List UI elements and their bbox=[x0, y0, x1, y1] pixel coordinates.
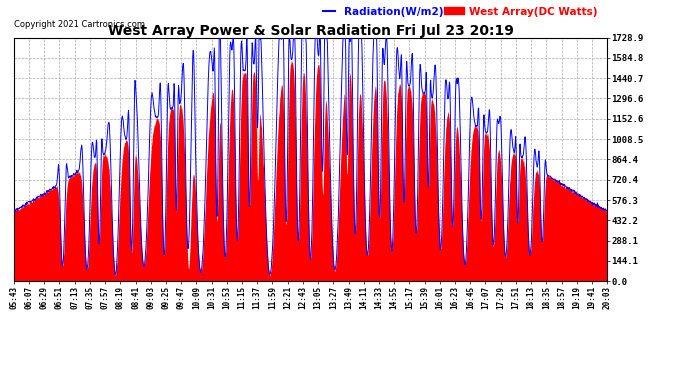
Title: West Array Power & Solar Radiation Fri Jul 23 20:19: West Array Power & Solar Radiation Fri J… bbox=[108, 24, 513, 38]
Legend: Radiation(W/m2), West Array(DC Watts): Radiation(W/m2), West Array(DC Watts) bbox=[319, 3, 602, 21]
Text: Copyright 2021 Cartronics.com: Copyright 2021 Cartronics.com bbox=[14, 20, 145, 30]
